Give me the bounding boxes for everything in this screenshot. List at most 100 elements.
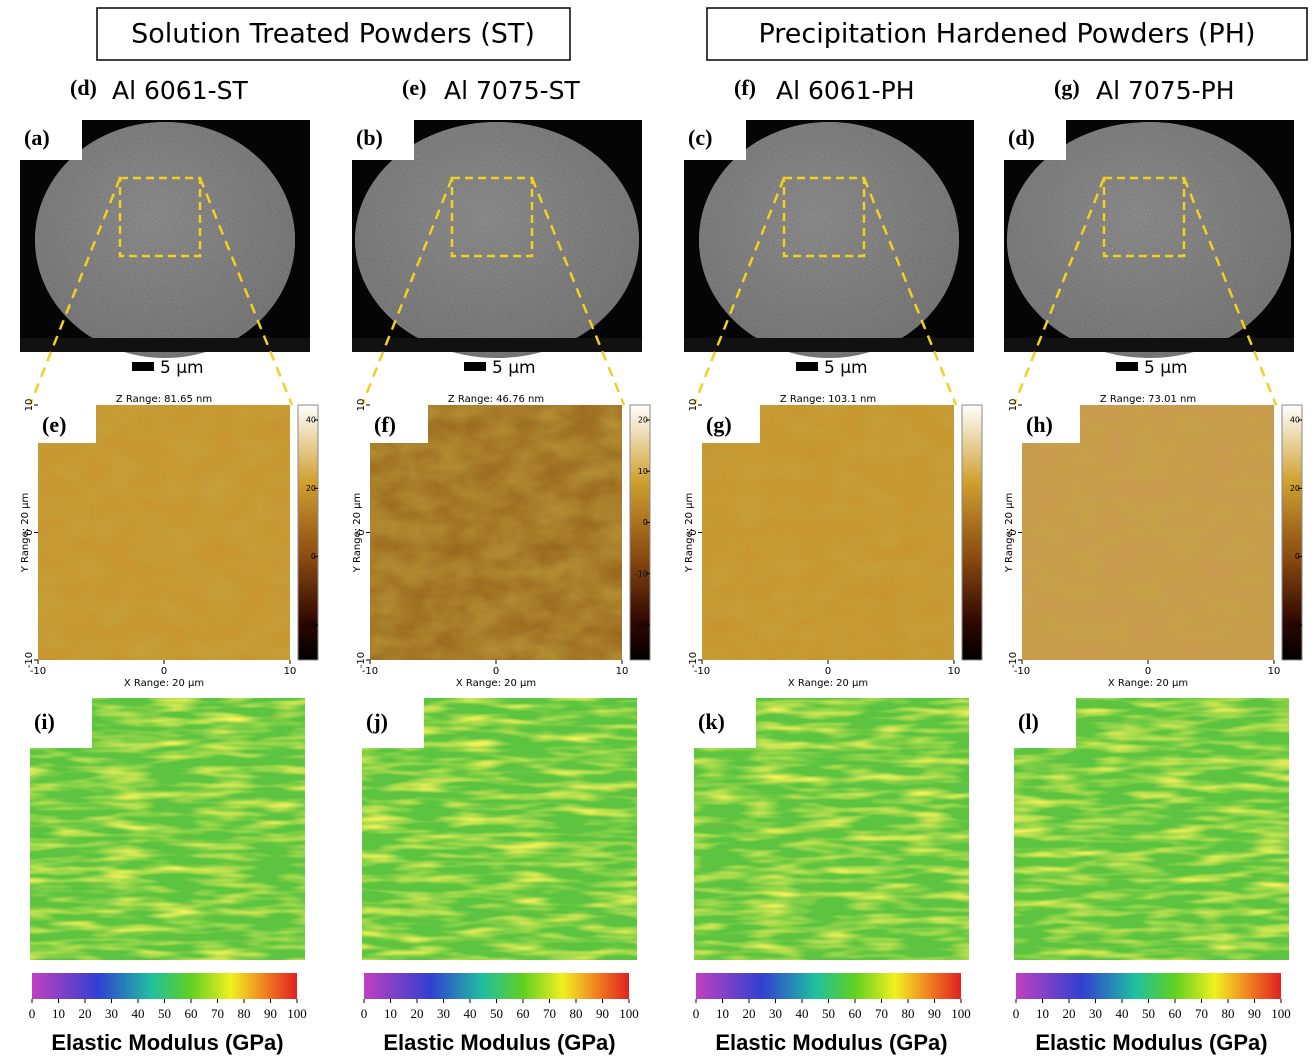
colorbar-tick-label: 50 — [490, 1006, 503, 1021]
afm-texture — [38, 405, 290, 660]
column-name: Al 7075-ST — [444, 76, 581, 105]
x-axis-label: X Range: 20 μm — [1108, 678, 1188, 689]
scale-label: 5 μm — [492, 358, 536, 378]
scale-bar — [796, 362, 818, 371]
colorbar-tick-label: 0 — [361, 1006, 368, 1021]
y-tick-label: 10 — [24, 399, 35, 412]
scale-bar — [132, 362, 154, 371]
colorbar-tick-label: 20 — [1290, 484, 1300, 493]
colorbar-tick-label: 100 — [619, 1006, 639, 1021]
colorbar-title: Elastic Modulus (GPa) — [715, 1030, 947, 1055]
y-tick-label: 10 — [688, 399, 699, 412]
colorbar-tick-label: 0 — [29, 1006, 36, 1021]
colorbar-tick-label: 0 — [693, 1006, 700, 1021]
x-tick-label: 10 — [1268, 666, 1281, 677]
z-range: Z Range: 73.01 nm — [1100, 394, 1196, 405]
colorbar-tick-label: 40 — [132, 1006, 145, 1021]
afm-texture — [1022, 405, 1274, 660]
colorbar-tick-label: -10 — [635, 569, 648, 578]
colorbar-title: Elastic Modulus (GPa) — [51, 1030, 283, 1055]
colorbar-tick-label: 10 — [638, 467, 648, 476]
page: {"header": {"groups": ["Solution Treated… — [0, 0, 1316, 1060]
x-tick-label: 10 — [948, 666, 961, 677]
z-range: Z Range: 46.76 nm — [448, 394, 544, 405]
x-tick-label: 10 — [616, 666, 629, 677]
x-axis-label: X Range: 20 μm — [124, 678, 204, 689]
colorbar-title: Elastic Modulus (GPa) — [1035, 1030, 1267, 1055]
colorbar-tick-label: 10 — [52, 1006, 65, 1021]
colorbar-tick-label: 80 — [570, 1006, 583, 1021]
colorbar-tick-label: 20 — [1063, 1006, 1076, 1021]
figure: Solution Treated Powders (ST) Precipitat… — [0, 0, 1316, 1060]
column-name: Al 7075-PH — [1096, 76, 1235, 105]
colorbar-tick-label: 100 — [287, 1006, 307, 1021]
panel-label: (h) — [1026, 412, 1053, 437]
panel-label: (k) — [698, 709, 725, 734]
modulus-colorbar — [696, 973, 961, 999]
panel-label: (i) — [34, 709, 55, 734]
panel-label: (j) — [366, 709, 388, 734]
y-tick-label: -10 — [356, 652, 367, 668]
colorbar-tick-label: 10 — [1036, 1006, 1049, 1021]
scale-bar — [1116, 362, 1138, 371]
colorbar-tick-label: 20 — [638, 416, 648, 425]
colorbar-tick-label: 10 — [716, 1006, 729, 1021]
colorbar-tick-label: 100 — [951, 1006, 971, 1021]
colorbar-tick-label: 30 — [437, 1006, 450, 1021]
colorbar-tick-label: 40 — [1290, 416, 1300, 425]
panel-label: (l) — [1018, 709, 1039, 734]
colorbar-tick-label: 60 — [1169, 1006, 1182, 1021]
colorbar-tick-label: 30 — [1089, 1006, 1102, 1021]
scale-label: 5 μm — [824, 358, 868, 378]
panel-label: (d) — [1008, 125, 1035, 150]
panel-label: (e) — [42, 412, 66, 437]
colorbar-tick-label: 40 — [796, 1006, 809, 1021]
x-tick-label: 0 — [1145, 666, 1151, 677]
colorbar-tick-label: 40 — [464, 1006, 477, 1021]
colorbar-tick-label: 30 — [769, 1006, 782, 1021]
column-name: Al 6061-PH — [776, 76, 915, 105]
group-title: Precipitation Hardened Powders (PH) — [758, 19, 1255, 50]
z-range: Z Range: 103.1 nm — [780, 394, 876, 405]
modulus-colorbar — [1016, 973, 1281, 999]
colorbar-tick-label: 50 — [1142, 1006, 1155, 1021]
colorbar-tick-label: 90 — [596, 1006, 609, 1021]
colorbar-tick-label: 50 — [822, 1006, 835, 1021]
modulus-colorbar — [364, 973, 629, 999]
colorbar-tick-label: 60 — [517, 1006, 530, 1021]
colorbar-tick-label: 40 — [1116, 1006, 1129, 1021]
scale-bar — [464, 362, 486, 371]
z-range: Z Range: 81.65 nm — [116, 394, 212, 405]
colorbar-tick-label: 10 — [384, 1006, 397, 1021]
colorbar-tick-label: 100 — [1271, 1006, 1291, 1021]
y-axis-label: Y Range: 20 μm — [20, 493, 31, 574]
colorbar-tick-label: 20 — [411, 1006, 424, 1021]
panel-label: (b) — [356, 125, 383, 150]
column-letter: (g) — [1054, 75, 1080, 100]
x-tick-label: 0 — [825, 666, 831, 677]
colorbar-tick-label: 0 — [311, 552, 316, 561]
colorbar-tick-label: 80 — [1222, 1006, 1235, 1021]
colorbar-tick-label: 0 — [1013, 1006, 1020, 1021]
colorbar-tick-label: -20 — [635, 621, 648, 630]
column-name: Al 6061-ST — [112, 76, 249, 105]
y-axis-label: Y Range: 20 μm — [352, 493, 363, 574]
column-letter: (e) — [402, 75, 426, 100]
scale-label: 5 μm — [1144, 358, 1188, 378]
colorbar-tick-label: 50 — [158, 1006, 171, 1021]
y-tick-label: -10 — [24, 652, 35, 668]
x-tick-label: 10 — [284, 666, 297, 677]
x-tick-label: 0 — [493, 666, 499, 677]
modulus-colorbar — [32, 973, 297, 999]
colorbar-tick-label: 80 — [238, 1006, 251, 1021]
colorbar-tick-label: 20 — [306, 484, 316, 493]
y-tick-label: 10 — [356, 399, 367, 412]
colorbar-tick-label: 90 — [1248, 1006, 1261, 1021]
colorbar-tick-label: 20 — [743, 1006, 756, 1021]
scale-label: 5 μm — [160, 358, 204, 378]
y-tick-label: -10 — [688, 652, 699, 668]
colorbar-tick-label: 70 — [211, 1006, 224, 1021]
afm-texture — [702, 405, 954, 660]
panel-label: (c) — [688, 125, 712, 150]
colorbar-title: Elastic Modulus (GPa) — [383, 1030, 615, 1055]
